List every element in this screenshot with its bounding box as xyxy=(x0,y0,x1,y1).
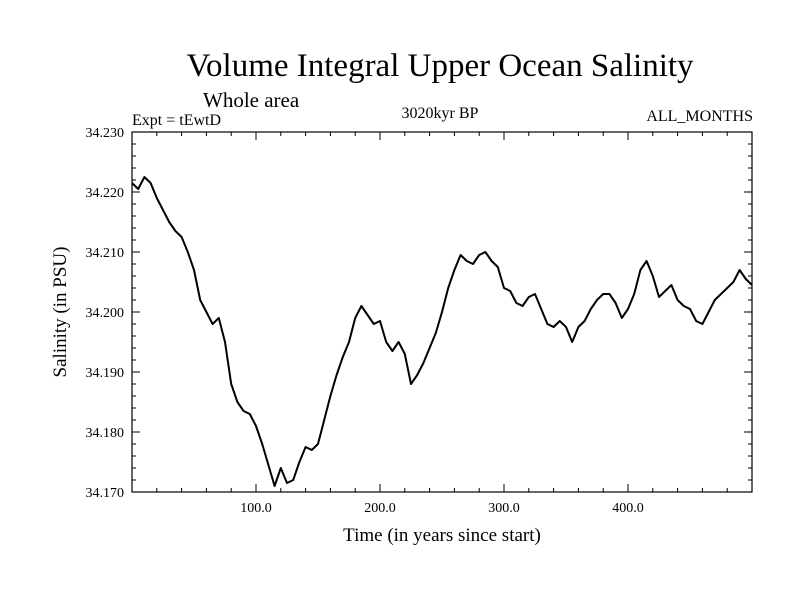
y-tick-label: 34.180 xyxy=(86,426,125,441)
x-axis-label: Time (in years since start) xyxy=(343,525,541,546)
x-tick-label: 300.0 xyxy=(488,501,520,516)
y-axis-ticks: 34.170 34.180 34.190 34.200 34.210 34.220 34.2… xyxy=(86,126,752,501)
x-tick-label: 100.0 xyxy=(240,501,272,516)
months-label: ALL_MONTHS xyxy=(646,108,753,125)
x-axis-ticks: 100.0 200.0 300.0 400.0 xyxy=(156,132,728,516)
y-tick-label: 34.220 xyxy=(86,186,125,201)
x-tick-label: 400.0 xyxy=(612,501,644,516)
y-tick-label: 34.230 xyxy=(86,126,125,141)
chart-subtitle: Whole area xyxy=(203,88,300,112)
y-axis-label: Salinity (in PSU) xyxy=(50,247,71,378)
series-layer xyxy=(131,176,753,487)
experiment-label: Expt = tEwtD xyxy=(132,112,222,129)
y-tick-label: 34.190 xyxy=(86,366,125,381)
chart-title: Volume Integral Upper Ocean Salinity xyxy=(186,48,694,84)
y-tick-label: 34.200 xyxy=(86,306,125,321)
period-label: 3020kyr BP xyxy=(401,105,479,122)
series-line xyxy=(131,176,753,487)
x-tick-label: 200.0 xyxy=(364,501,396,516)
y-tick-label: 34.210 xyxy=(86,246,125,261)
y-tick-label: 34.170 xyxy=(86,486,125,501)
